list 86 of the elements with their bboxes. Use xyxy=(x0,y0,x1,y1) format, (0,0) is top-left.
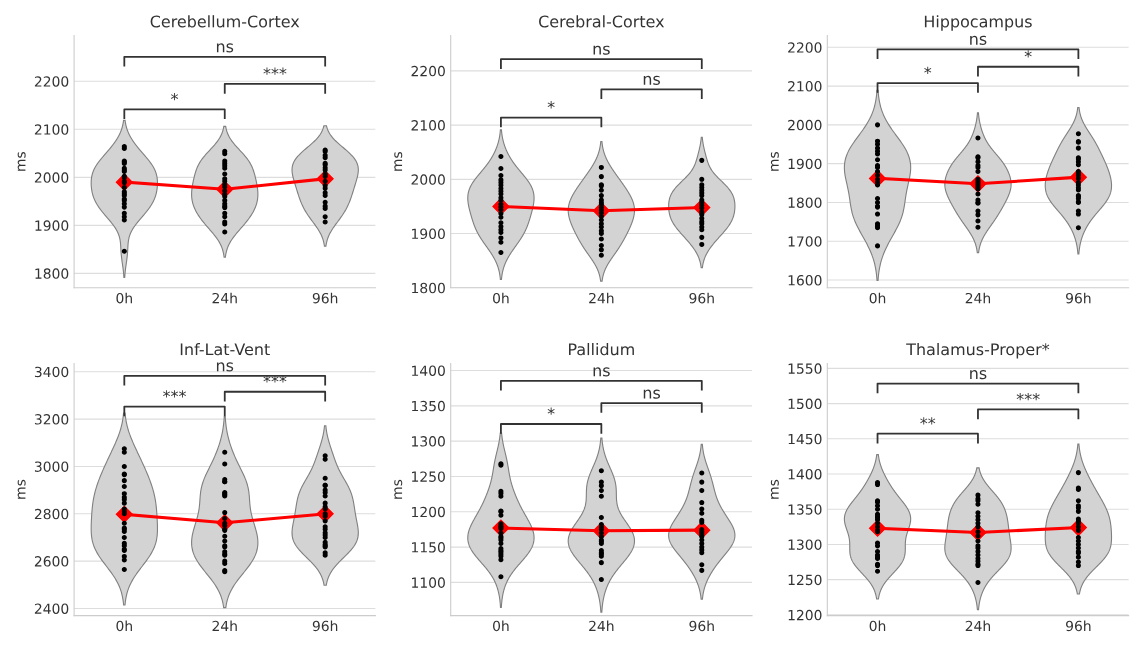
y-tick-label: 1450 xyxy=(788,433,822,445)
annotation: ns xyxy=(216,43,234,53)
y-axis-title: ms xyxy=(394,479,403,499)
y-tick-label: 3200 xyxy=(34,414,69,425)
x-tick-label: 24h xyxy=(965,620,991,632)
y-tick-label: 1700 xyxy=(788,236,822,247)
y-tick-label: 1200 xyxy=(788,609,822,621)
annotation: *** xyxy=(1016,393,1040,401)
y-tick-label: 2000 xyxy=(34,172,69,183)
annotation: ns xyxy=(970,35,987,45)
annotation: * xyxy=(1024,50,1032,58)
y-tick-label: 2800 xyxy=(34,508,69,520)
x-tick-label: 24h xyxy=(589,620,614,632)
chart-title: Inf-Lat-Vent xyxy=(180,342,270,356)
y-tick-label: 2100 xyxy=(411,120,445,131)
x-tick-label: 96h xyxy=(312,292,338,304)
x-tick-label: 96h xyxy=(689,620,714,632)
annotation: ns xyxy=(643,389,661,399)
y-tick-label: 1100 xyxy=(412,577,445,588)
y-tick-label: 1350 xyxy=(412,400,445,412)
chart-title: Thalamus-Proper* xyxy=(906,342,1050,359)
y-tick-label: 2100 xyxy=(788,81,822,92)
y-tick-label: 1550 xyxy=(788,363,822,374)
y-tick-label: 1900 xyxy=(35,220,69,231)
y-tick-label: 2200 xyxy=(788,42,822,53)
annotation: ns xyxy=(593,367,610,377)
y-axis-title: ms xyxy=(394,152,403,171)
y-tick-label: 1200 xyxy=(412,506,445,518)
y-tick-label: 1900 xyxy=(412,228,445,240)
y-tick-label: 2400 xyxy=(34,603,69,614)
annotation: * xyxy=(924,66,932,74)
x-tick-label: 24h xyxy=(965,292,991,304)
x-tick-label: 96h xyxy=(1066,620,1091,632)
y-tick-label: 2200 xyxy=(411,65,445,77)
y-tick-label: 3000 xyxy=(34,461,69,472)
x-tick-label: 96h xyxy=(312,620,338,632)
y-tick-label: 1400 xyxy=(412,365,445,376)
y-axis-title: ms xyxy=(770,479,779,499)
annotation: *** xyxy=(263,67,287,75)
y-axis-title: ms xyxy=(770,152,779,171)
y-tick-label: 1300 xyxy=(412,436,445,447)
x-tick-label: 24h xyxy=(212,292,237,304)
annotation: * xyxy=(547,101,555,109)
x-tick-label: 0h xyxy=(869,620,886,632)
x-tick-label: 96h xyxy=(1066,292,1091,304)
y-tick-label: 1500 xyxy=(788,398,822,410)
annotation: *** xyxy=(163,390,187,398)
y-axis-title: ms xyxy=(17,152,26,171)
x-tick-label: 96h xyxy=(689,292,714,304)
annotation: * xyxy=(171,92,179,101)
y-tick-label: 1150 xyxy=(412,542,445,553)
y-tick-label: 2600 xyxy=(34,556,69,567)
y-tick-label: 3400 xyxy=(34,366,69,378)
annotation: * xyxy=(547,407,555,415)
annotation: ns xyxy=(216,362,234,372)
x-tick-label: 0h xyxy=(493,292,509,304)
y-tick-label: 1250 xyxy=(412,471,445,482)
annotation: ns xyxy=(643,75,661,85)
y-tick-label: 2200 xyxy=(34,76,69,87)
y-tick-label: 2000 xyxy=(788,119,822,131)
x-tick-label: 24h xyxy=(589,292,614,304)
y-tick-label: 1250 xyxy=(788,574,822,586)
y-tick-label: 2000 xyxy=(411,174,445,185)
y-tick-label: 1900 xyxy=(788,158,822,170)
x-tick-label: 0h xyxy=(869,292,886,304)
annotation: ns xyxy=(593,45,610,55)
annotation: ns xyxy=(970,370,987,380)
y-tick-label: 1300 xyxy=(788,539,822,550)
chart-title: Pallidum xyxy=(569,342,634,356)
annotation: ** xyxy=(920,417,936,425)
x-tick-label: 0h xyxy=(493,620,509,632)
x-tick-label: 0h xyxy=(116,292,132,304)
y-tick-label: 2100 xyxy=(34,124,69,135)
y-axis-title: ms xyxy=(17,479,26,499)
y-tick-label: 1800 xyxy=(788,197,822,208)
y-tick-label: 1600 xyxy=(788,275,822,286)
x-tick-label: 0h xyxy=(116,620,132,632)
chart-title: Hippocampus xyxy=(924,15,1032,31)
annotation: *** xyxy=(263,375,287,383)
chart-title: Cerebellum-Cortex xyxy=(150,15,300,28)
y-tick-label: 1800 xyxy=(412,282,445,294)
y-tick-label: 1350 xyxy=(788,504,822,515)
y-tick-label: 1400 xyxy=(788,468,822,480)
chart-title: Cerebral-Cortex xyxy=(539,15,665,28)
y-tick-label: 1800 xyxy=(35,268,69,279)
x-tick-label: 24h xyxy=(212,620,237,632)
